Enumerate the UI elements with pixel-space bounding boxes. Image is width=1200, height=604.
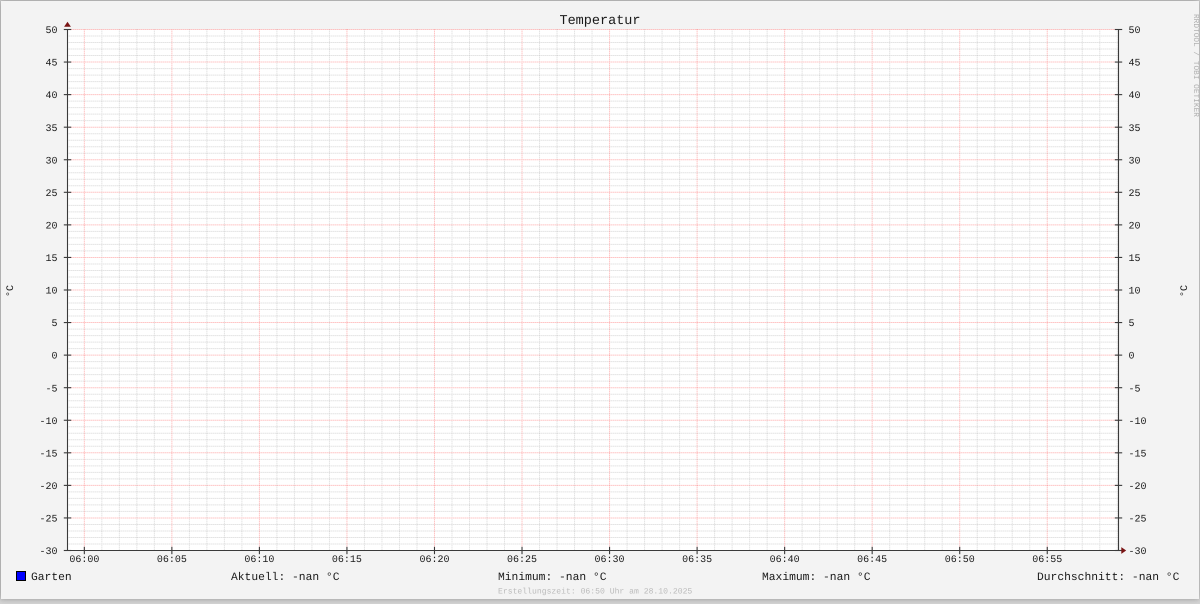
svg-text:50: 50 [45,26,57,37]
svg-text:35: 35 [45,124,57,135]
svg-text:20: 20 [1129,221,1141,232]
svg-text:35: 35 [1129,124,1141,135]
svg-text:5: 5 [51,319,57,330]
svg-text:06:45: 06:45 [857,555,887,566]
svg-text:-25: -25 [1129,515,1147,526]
svg-text:40: 40 [45,91,57,102]
svg-text:-15: -15 [39,449,57,460]
svg-text:Garten: Garten [31,572,72,584]
svg-text:Minimum: -nan °C: Minimum: -nan °C [498,571,607,584]
svg-text:25: 25 [45,189,57,200]
svg-text:15: 15 [1129,254,1141,265]
svg-text:-10: -10 [39,417,57,428]
svg-text:06:40: 06:40 [770,555,800,566]
svg-text:45: 45 [1129,59,1141,70]
svg-text:50: 50 [1129,26,1141,37]
svg-text:06:50: 06:50 [945,555,975,566]
svg-text:45: 45 [45,59,57,70]
svg-text:-15: -15 [1129,449,1147,460]
svg-text:10: 10 [45,287,57,298]
svg-text:Temperatur: Temperatur [559,14,640,29]
svg-text:-10: -10 [1129,417,1147,428]
svg-text:-25: -25 [39,515,57,526]
svg-text:-20: -20 [39,482,57,493]
svg-text:10: 10 [1129,287,1141,298]
svg-text:-30: -30 [1129,547,1147,558]
svg-text:°C: °C [6,285,17,297]
svg-text:15: 15 [45,254,57,265]
svg-text:-20: -20 [1129,482,1147,493]
svg-text:25: 25 [1129,189,1141,200]
svg-text:5: 5 [1129,319,1135,330]
svg-text:Aktuell: -nan °C: Aktuell: -nan °C [231,571,340,584]
svg-text:30: 30 [45,156,57,167]
svg-text:20: 20 [45,221,57,232]
svg-text:06:25: 06:25 [507,555,537,566]
svg-text:-5: -5 [1129,384,1141,395]
svg-text:06:20: 06:20 [419,555,449,566]
svg-text:06:15: 06:15 [332,555,362,566]
svg-text:06:30: 06:30 [595,555,625,566]
svg-text:0: 0 [1129,352,1135,363]
svg-text:06:35: 06:35 [682,555,712,566]
svg-text:Erstellungszeit: 06:50 Uhr am: Erstellungszeit: 06:50 Uhr am 28.10.2025 [498,588,692,597]
svg-text:06:10: 06:10 [244,555,274,566]
svg-text:30: 30 [1129,156,1141,167]
svg-text:06:00: 06:00 [69,555,99,566]
svg-text:06:55: 06:55 [1032,555,1062,566]
svg-text:RRDTOOL / TOBI OETIKER: RRDTOOL / TOBI OETIKER [1191,14,1199,117]
svg-text:-30: -30 [39,547,57,558]
svg-text:0: 0 [51,352,57,363]
svg-text:°C: °C [1180,285,1191,297]
svg-text:Maximum: -nan °C: Maximum: -nan °C [762,571,871,584]
svg-text:06:05: 06:05 [157,555,187,566]
svg-text:-5: -5 [45,384,57,395]
svg-text:40: 40 [1129,91,1141,102]
svg-text:Durchschnitt: -nan °C: Durchschnitt: -nan °C [1037,571,1180,584]
